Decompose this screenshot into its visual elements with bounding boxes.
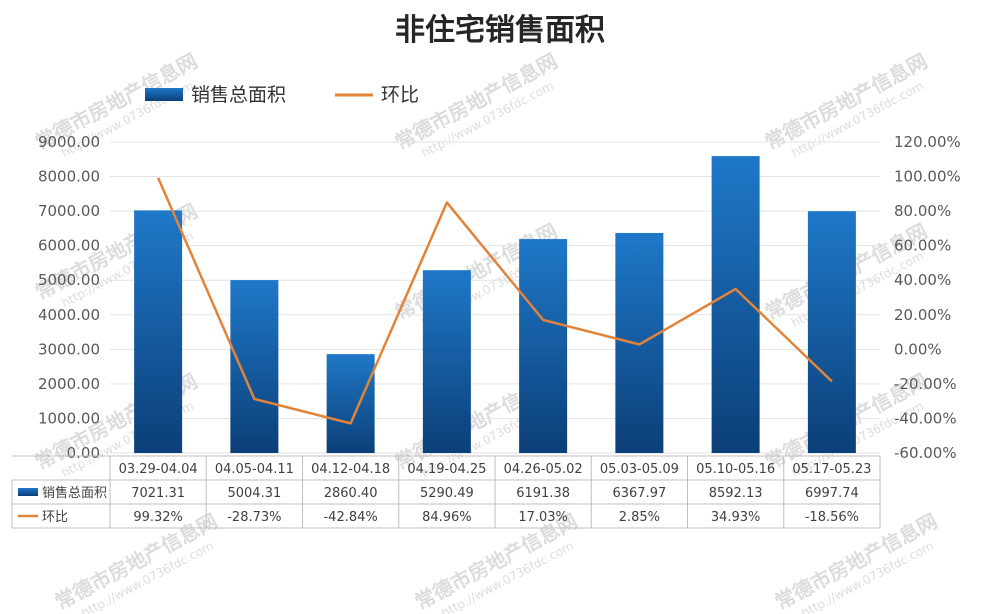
category-label: 04.05-04.11 — [215, 462, 294, 477]
bar — [519, 239, 568, 453]
chart-title: 非住宅销售面积 — [395, 13, 605, 48]
left-tick-label: 8000.00 — [38, 168, 100, 186]
bar — [422, 270, 471, 453]
left-tick-label: 1000.00 — [38, 409, 100, 427]
line-value-label: -18.56% — [805, 510, 859, 525]
legend-line-label: 环比 — [381, 84, 419, 106]
right-tick-label: 80.00% — [894, 202, 951, 220]
category-label: 04.19-04.25 — [407, 462, 486, 477]
bar-value-label: 7021.31 — [131, 486, 185, 501]
bar — [230, 280, 279, 453]
right-tick-label: 120.00% — [894, 133, 961, 151]
bar — [326, 354, 375, 453]
left-axis-ticks: 0.00 1000.00 2000.00 3000.00 4000.00 5000.00 6… — [38, 133, 100, 462]
category-label: 04.26-05.02 — [504, 462, 583, 477]
left-tick-label: 9000.00 — [38, 133, 100, 151]
right-tick-label: -60.00% — [894, 444, 957, 462]
data-table: 03.29-04.04 04.05-04.11 04.12-04.18 04.19-0… — [11, 455, 881, 529]
legend-bar-label: 销售总面积 — [191, 84, 286, 106]
bar-value-label: 6367.97 — [612, 486, 666, 501]
category-label: 04.12-04.18 — [311, 462, 390, 477]
left-tick-label: 4000.00 — [38, 306, 100, 324]
right-tick-label: -20.00% — [894, 375, 957, 393]
left-tick-label: 2000.00 — [38, 375, 100, 393]
right-tick-label: 0.00% — [894, 340, 942, 358]
bar-value-label: 6191.38 — [516, 486, 570, 501]
left-tick-label: 7000.00 — [38, 202, 100, 220]
category-label: 05.03-05.09 — [600, 462, 679, 477]
line-series — [156, 177, 833, 425]
bar-value-label: 6997.74 — [805, 486, 859, 501]
table-bar-swatch — [18, 488, 38, 496]
right-tick-label: 100.00% — [894, 168, 961, 186]
category-label: 05.10-05.16 — [696, 462, 775, 477]
left-tick-label: 6000.00 — [38, 237, 100, 255]
line-value-label: 99.32% — [133, 510, 183, 525]
left-tick-label: 3000.00 — [38, 340, 100, 358]
bar — [134, 210, 183, 453]
line-value-label: 2.85% — [619, 510, 660, 525]
left-tick-label: 0.00 — [67, 444, 100, 462]
table-row-header: 销售总面积 — [42, 485, 107, 501]
left-tick-label: 5000.00 — [38, 271, 100, 289]
right-tick-label: 40.00% — [894, 271, 951, 289]
bar — [807, 211, 856, 453]
line-value-label: 84.96% — [422, 510, 472, 525]
line-value-label: -28.73% — [227, 510, 281, 525]
legend-bar-swatch — [145, 88, 183, 101]
line-path — [156, 177, 833, 425]
category-label: 03.29-04.04 — [119, 462, 198, 477]
bar-value-label: 5004.31 — [227, 486, 281, 501]
right-tick-label: -40.00% — [894, 409, 957, 427]
bar-value-label: 2860.40 — [324, 486, 378, 501]
line-value-label: 34.93% — [711, 510, 761, 525]
line-value-label: 17.03% — [518, 510, 568, 525]
line-value-label: -42.84% — [323, 510, 377, 525]
table-row-header: 环比 — [42, 510, 68, 525]
right-tick-label: 60.00% — [894, 237, 951, 255]
category-label: 05.17-05.23 — [792, 462, 871, 477]
bar-value-label: 5290.49 — [420, 486, 474, 501]
bar-series — [134, 156, 856, 453]
right-axis-ticks: -60.00% -40.00% -20.00% 0.00% 20.00% 40.00% 60… — [894, 133, 961, 462]
bar-value-label: 8592.13 — [709, 486, 763, 501]
right-tick-label: 20.00% — [894, 306, 951, 324]
